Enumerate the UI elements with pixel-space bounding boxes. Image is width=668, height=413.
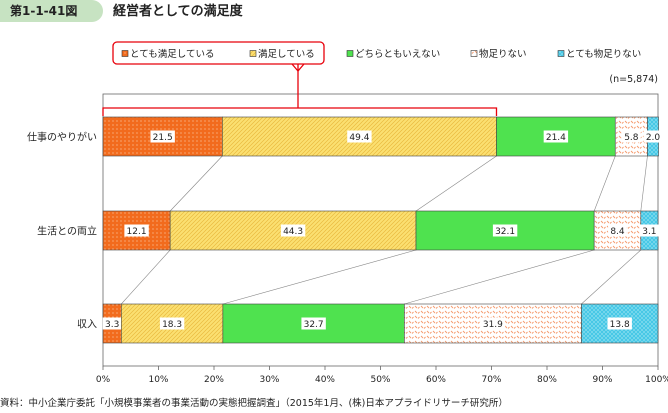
connector-line bbox=[404, 249, 595, 305]
connector-line bbox=[640, 155, 648, 212]
value-label-bg bbox=[347, 130, 372, 143]
x-tick-label: 50% bbox=[370, 375, 390, 385]
chart-svg: とても満足している 満足している どちらともいえない 物足りない とても物足りない 0%… bbox=[27, 41, 668, 385]
value-label-bg bbox=[543, 130, 569, 143]
legend-item: とても満足している bbox=[121, 49, 214, 60]
value-label: 8.4 bbox=[608, 224, 627, 237]
legend: とても満足している 満足している どちらともいえない 物足りない とても物足りない bbox=[121, 48, 641, 60]
value-label: 12.1 bbox=[124, 224, 149, 237]
value-label-text: 32.7 bbox=[304, 320, 324, 330]
value-label-text: 5.8 bbox=[624, 133, 639, 143]
connector-line bbox=[581, 249, 641, 305]
x-tick-label: 40% bbox=[315, 375, 335, 385]
value-label-text: 12.1 bbox=[127, 227, 147, 237]
source-note: 資料：中小企業庁委託「小規模事業者の事業活動の実態把握調査」（2015年1月、(… bbox=[0, 398, 508, 409]
value-label-text: 21.4 bbox=[546, 133, 566, 143]
value-label-bg bbox=[621, 130, 641, 143]
value-label: 49.4 bbox=[347, 130, 372, 143]
value-label-bg bbox=[492, 224, 518, 237]
legend-label: とても物足りない bbox=[566, 48, 641, 60]
value-label-bg bbox=[639, 224, 659, 237]
value-label: 3.1 bbox=[639, 224, 659, 237]
legend-item: どちらともいえない bbox=[346, 49, 440, 60]
connector-line bbox=[169, 155, 223, 212]
value-label-bg bbox=[643, 130, 663, 143]
value-label: 31.9 bbox=[480, 317, 506, 330]
legend-label: とても満足している bbox=[130, 49, 214, 60]
annotations: (n=5,874) bbox=[102, 41, 658, 116]
value-label: 32.1 bbox=[492, 224, 518, 237]
x-tick-label: 80% bbox=[537, 375, 557, 385]
x-tick-label: 20% bbox=[204, 375, 224, 385]
legend-swatch bbox=[557, 50, 565, 57]
value-label-text: 21.5 bbox=[153, 133, 173, 143]
value-label: 44.3 bbox=[280, 224, 306, 237]
value-label-text: 13.8 bbox=[610, 320, 630, 330]
x-tick-label: 90% bbox=[592, 375, 612, 385]
value-label: 5.8 bbox=[621, 130, 641, 143]
category-label: 収入 bbox=[77, 319, 97, 331]
connector-line bbox=[593, 155, 616, 212]
legend-item: 物足りない bbox=[470, 48, 527, 60]
figure-title: 経営者としての満足度 bbox=[113, 4, 243, 19]
value-label-bg bbox=[150, 130, 175, 143]
bar-segment bbox=[102, 210, 171, 251]
sample-size-label: (n=5,874) bbox=[609, 74, 658, 85]
value-label-bg bbox=[124, 224, 149, 237]
value-label-text: 2.0 bbox=[646, 133, 661, 143]
value-label-text: 32.1 bbox=[495, 227, 515, 237]
legend-label: どちらともいえない bbox=[355, 49, 440, 60]
connector-line bbox=[121, 249, 171, 305]
value-label-bg bbox=[608, 224, 627, 237]
category-label: 生活との両立 bbox=[37, 225, 97, 238]
legend-item: とても物足りない bbox=[557, 48, 641, 60]
connector-lines bbox=[121, 155, 648, 305]
legend-item: 満足している bbox=[249, 49, 315, 60]
x-tick-label: 0% bbox=[96, 375, 111, 385]
legend-highlight-box bbox=[112, 41, 325, 65]
x-tick-label: 60% bbox=[426, 375, 446, 385]
value-label-text: 3.3 bbox=[105, 320, 119, 330]
value-label-text: 31.9 bbox=[483, 320, 503, 330]
legend-swatch bbox=[470, 50, 478, 57]
x-tick-label: 30% bbox=[259, 375, 279, 385]
value-label-text: 49.4 bbox=[349, 133, 369, 143]
value-label-bg bbox=[280, 224, 306, 237]
value-label-text: 44.3 bbox=[283, 227, 303, 237]
figure-number-badge: 第1-1-41図 bbox=[0, 0, 103, 22]
legend-label: 物足りない bbox=[479, 48, 527, 60]
value-label-bg bbox=[301, 317, 326, 330]
value-label-text: 18.3 bbox=[162, 320, 182, 330]
x-tick-label: 100% bbox=[645, 375, 668, 385]
legend-swatch bbox=[121, 50, 129, 57]
legend-label: 満足している bbox=[258, 49, 315, 60]
value-label-bg bbox=[480, 317, 506, 330]
category-label: 仕事のやりがい bbox=[27, 131, 97, 144]
x-tick-label: 10% bbox=[148, 375, 168, 385]
connector-line bbox=[222, 249, 417, 305]
legend-swatch bbox=[346, 50, 354, 57]
value-label-bg bbox=[102, 317, 122, 330]
value-label: 13.8 bbox=[607, 317, 632, 330]
connector-line bbox=[415, 155, 497, 212]
value-label-bg bbox=[159, 317, 185, 330]
value-label: 32.7 bbox=[301, 317, 326, 330]
legend-swatch bbox=[249, 50, 257, 57]
x-tick-label: 70% bbox=[481, 375, 501, 385]
highlight-bracket bbox=[102, 107, 498, 116]
value-label-text: 3.1 bbox=[642, 227, 656, 237]
value-label: 2.0 bbox=[643, 130, 663, 143]
value-label: 21.5 bbox=[150, 130, 175, 143]
value-label-text: 8.4 bbox=[610, 227, 625, 237]
bars: 仕事のやりがい 21.5 49.4 21.4 5.8 2.0 生活との両立 12.1 44.3 3… bbox=[27, 116, 663, 344]
value-label: 18.3 bbox=[159, 317, 185, 330]
value-label: 21.4 bbox=[543, 130, 569, 143]
value-label-bg bbox=[607, 317, 632, 330]
value-label: 3.3 bbox=[102, 317, 122, 330]
